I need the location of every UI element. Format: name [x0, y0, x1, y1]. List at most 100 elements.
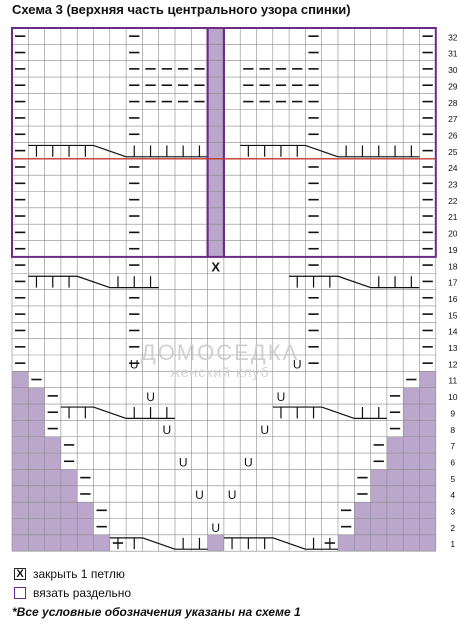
purple-cell [207, 77, 224, 94]
purple-cell [12, 469, 29, 486]
purple-cell [403, 404, 420, 421]
row-number: 19 [448, 245, 458, 255]
purple-cell [403, 534, 420, 552]
yarn-over-symbol: U [163, 423, 172, 437]
purple-cell [28, 534, 45, 552]
purple-cell [386, 436, 404, 454]
purple-cell [28, 420, 45, 437]
row-number: 14 [448, 327, 458, 337]
purple-cell [403, 420, 420, 437]
yarn-over-symbol: U [130, 357, 139, 371]
purple-cell [370, 485, 387, 503]
cable-cross-line [93, 406, 127, 419]
row-number: 22 [448, 196, 458, 206]
legend-purple-swatch [14, 587, 26, 599]
purple-cell [207, 93, 224, 110]
purple-cell [12, 453, 29, 470]
purple-cell [370, 518, 387, 535]
legend-x-label: закрыть 1 петлю [33, 567, 125, 581]
purple-cell [77, 502, 94, 519]
row-number: 3 [450, 507, 455, 517]
purple-cell [12, 518, 29, 535]
row-number: 6 [450, 457, 455, 467]
purple-cell [44, 453, 61, 470]
purple-cell [44, 502, 61, 519]
purple-cell [28, 387, 45, 405]
purple-cell [403, 502, 420, 519]
purple-cell [386, 469, 404, 486]
purple-cell [28, 453, 45, 470]
yarn-over-symbol: U [277, 390, 286, 404]
row-number: 28 [448, 98, 458, 108]
row-number: 8 [450, 425, 455, 435]
purple-cell [207, 109, 224, 127]
purple-cell [207, 44, 224, 61]
row-number: 10 [448, 392, 458, 402]
purple-cell [419, 534, 436, 552]
purple-cell [386, 485, 404, 503]
purple-cell [207, 28, 224, 45]
center-column-frame [206, 27, 225, 258]
row-number: 27 [448, 114, 458, 124]
purple-cell [28, 436, 45, 454]
purple-cell [207, 207, 224, 225]
purple-cell [44, 436, 61, 454]
purple-cell [419, 453, 436, 470]
purple-cell [28, 502, 45, 519]
purple-cell [419, 436, 436, 454]
row-number: 29 [448, 81, 458, 91]
purple-cell [354, 534, 371, 552]
row-number: 4 [450, 490, 455, 500]
row-number: 15 [448, 310, 458, 320]
purple-cell [12, 404, 29, 421]
purple-cell [386, 502, 404, 519]
purple-cell [60, 485, 78, 503]
footnote: *Все условные обозначения указаны на схе… [12, 605, 301, 619]
yarn-over-symbol: U [146, 390, 155, 404]
purple-cell [12, 371, 29, 388]
purple-cell [12, 502, 29, 519]
purple-cell [44, 518, 61, 535]
row-number: 25 [448, 147, 458, 157]
purple-cell [60, 534, 78, 552]
purple-cell [370, 469, 387, 486]
cable-cross-line [321, 406, 355, 419]
row-number: 11 [448, 376, 457, 386]
purple-cell [338, 534, 355, 552]
yarn-over-symbol: U [260, 423, 269, 437]
purple-cell [77, 534, 94, 552]
purple-cell [12, 387, 29, 405]
yarn-over-symbol: U [195, 488, 204, 502]
cable-cross-line [77, 275, 110, 289]
purple-cell [207, 142, 224, 159]
purple-cell [12, 485, 29, 503]
purple-cell [93, 534, 110, 552]
cable-cross-line [93, 144, 127, 158]
cable-cross-line [142, 537, 176, 550]
purple-cell [28, 518, 45, 535]
row-number: 31 [448, 49, 458, 59]
purple-cell [403, 387, 420, 405]
bind-off-symbol: X [211, 259, 220, 274]
chart-title: Схема 3 (верхняя часть центрального узор… [12, 2, 351, 17]
purple-cell [354, 518, 371, 535]
purple-cell [403, 485, 420, 503]
row-number: 30 [448, 65, 458, 75]
row-number: 1 [450, 539, 455, 549]
purple-cell [44, 485, 61, 503]
row-number: 12 [448, 359, 458, 369]
yarn-over-symbol: U [293, 357, 302, 371]
yarn-over-symbol: U [179, 455, 188, 469]
purple-cell [207, 158, 224, 176]
purple-cell [12, 436, 29, 454]
purple-cell [207, 224, 224, 241]
purple-cell [386, 453, 404, 470]
purple-cell [28, 485, 45, 503]
purple-cell [12, 534, 29, 552]
purple-cell [44, 534, 61, 552]
row-number: 7 [450, 441, 455, 451]
purple-cell [419, 502, 436, 519]
yarn-over-symbol: U [244, 455, 253, 469]
row-number: 23 [448, 180, 458, 190]
row-number: 9 [450, 408, 455, 418]
